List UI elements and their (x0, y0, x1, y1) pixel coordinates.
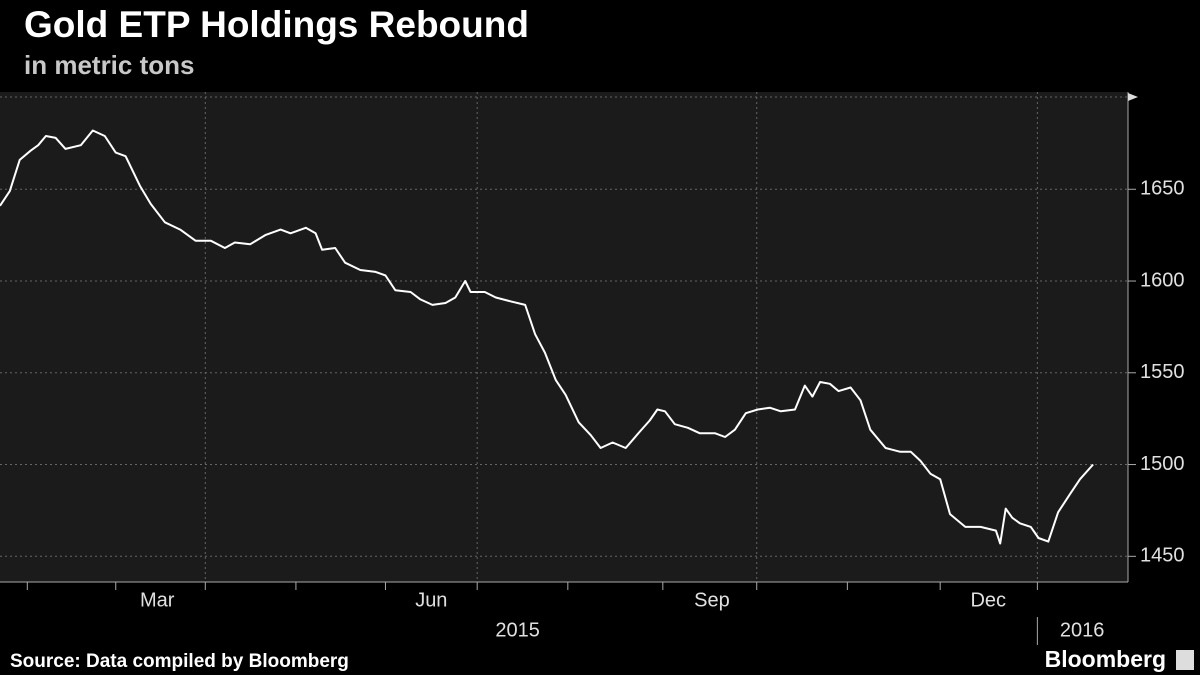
x-tick-label: Sep (694, 589, 730, 611)
y-tick-label: 1550 (1140, 361, 1185, 383)
x-tick-label: Jun (415, 589, 447, 611)
y-tick-label: 1650 (1140, 178, 1185, 200)
chart-title: Gold ETP Holdings Rebound (24, 4, 529, 45)
brand-logo: Bloomberg (1045, 646, 1166, 672)
year-label: 2016 (1060, 619, 1105, 641)
x-tick-label: Dec (970, 589, 1006, 611)
chart-subtitle: in metric tons (24, 50, 194, 80)
year-label: 2015 (495, 619, 540, 641)
y-tick-label: 1500 (1140, 453, 1185, 475)
y-tick-label: 1450 (1140, 545, 1185, 567)
source-note: Source: Data compiled by Bloomberg (10, 651, 349, 672)
axis-marker (1128, 93, 1138, 101)
data-line (0, 129, 1094, 545)
plot-area (0, 92, 1128, 582)
x-tick-label: Mar (140, 589, 175, 611)
y-tick-label: 1600 (1140, 269, 1185, 291)
brand-icon (1176, 650, 1194, 670)
